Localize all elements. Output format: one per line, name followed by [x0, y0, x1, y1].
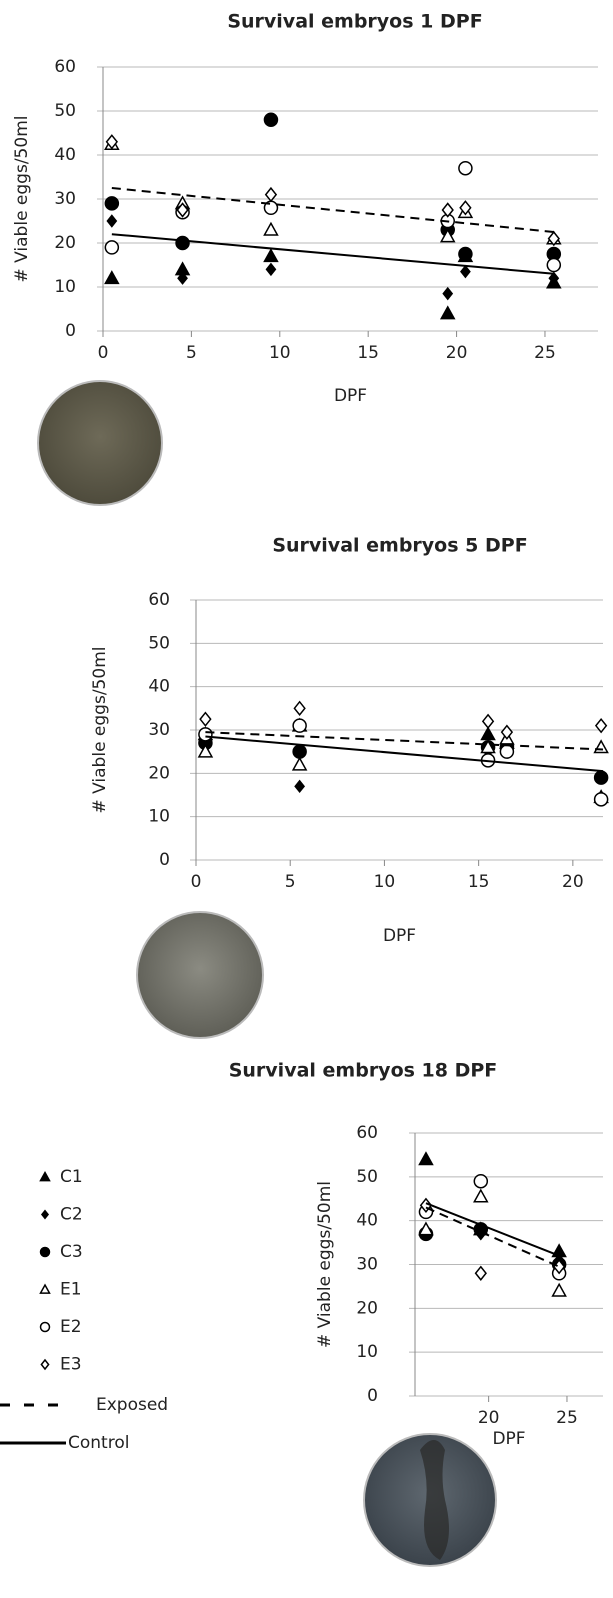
y-axis-label: # Viable eggs/50ml [90, 647, 110, 814]
y-tick-label: 50 [356, 1167, 378, 1187]
y-tick-label: 10 [54, 277, 76, 297]
legend-label: C1 [60, 1167, 83, 1187]
marker-triangle [264, 250, 277, 262]
x-tick-label: 25 [534, 343, 556, 363]
y-tick-label: 20 [356, 1298, 378, 1318]
marker-diamond [461, 266, 470, 277]
marker-circle [176, 237, 189, 250]
x-tick-label: 15 [468, 872, 490, 892]
x-tick-label: 5 [285, 872, 296, 892]
marker-circle [293, 745, 306, 758]
marker-triangle [441, 307, 454, 319]
x-axis-label: DPF [334, 386, 367, 406]
marker-diamond [295, 781, 304, 792]
x-tick-label: 10 [374, 872, 396, 892]
y-tick-label: 60 [148, 590, 170, 610]
marker-circle [500, 745, 513, 758]
marker-circle [293, 719, 306, 732]
legend-label: E1 [60, 1280, 82, 1300]
y-tick-label: 30 [54, 189, 76, 209]
marker-triangle [419, 1153, 432, 1165]
embryo-photo [38, 381, 162, 505]
y-tick-label: 40 [54, 145, 76, 165]
y-tick-label: 10 [356, 1342, 378, 1362]
legend-marker [41, 1248, 50, 1257]
y-tick-label: 30 [148, 720, 170, 740]
y-tick-label: 0 [65, 321, 76, 341]
marker-circle [264, 113, 277, 126]
legend-marker [41, 1173, 50, 1181]
legend-label: Exposed [96, 1395, 168, 1415]
x-tick-label: 10 [269, 343, 291, 363]
marker-triangle [293, 758, 306, 770]
y-tick-label: 20 [54, 233, 76, 253]
marker-circle [199, 728, 212, 741]
legend-label: C3 [60, 1242, 83, 1262]
marker-diamond [267, 264, 276, 275]
marker-circle [595, 793, 608, 806]
marker-diamond [443, 204, 453, 217]
marker-circle [595, 771, 608, 784]
chart-title: Survival embryos 18 DPF [229, 1060, 498, 1082]
marker-circle [474, 1175, 487, 1188]
legend-marker [41, 1360, 48, 1369]
marker-circle [547, 259, 560, 272]
marker-diamond [483, 715, 493, 728]
trend-line [112, 234, 554, 274]
y-tick-label: 40 [148, 677, 170, 697]
legend-label: C2 [60, 1205, 83, 1225]
x-tick-label: 5 [186, 343, 197, 363]
marker-diamond [476, 1267, 486, 1280]
x-tick-label: 20 [446, 343, 468, 363]
trend-line [426, 1203, 559, 1256]
marker-triangle [105, 272, 118, 284]
y-tick-label: 50 [54, 101, 76, 121]
x-tick-label: 25 [556, 1408, 578, 1428]
legend-marker [41, 1285, 50, 1293]
y-axis-label: # Viable eggs/50ml [12, 116, 32, 283]
x-tick-label: 15 [357, 343, 379, 363]
y-tick-label: 50 [148, 633, 170, 653]
marker-circle [459, 162, 472, 175]
legend-label: E2 [60, 1317, 82, 1337]
legend-marker [42, 1211, 48, 1219]
y-axis-label: # Viable eggs/50ml [315, 1181, 335, 1348]
y-tick-label: 30 [356, 1255, 378, 1275]
y-tick-label: 0 [367, 1386, 378, 1406]
x-axis-label: DPF [383, 926, 416, 946]
marker-triangle [264, 223, 277, 235]
y-tick-label: 60 [356, 1123, 378, 1143]
trend-line [426, 1208, 559, 1267]
x-axis-label: DPF [492, 1429, 525, 1449]
legend-label: Control [68, 1433, 129, 1453]
x-tick-label: 20 [562, 872, 584, 892]
marker-circle [459, 248, 472, 261]
embryo-photo [137, 912, 263, 1038]
marker-diamond [443, 288, 452, 299]
y-tick-label: 0 [159, 850, 170, 870]
marker-circle [105, 197, 118, 210]
legend-marker [41, 1323, 50, 1332]
chart-title: Survival embryos 5 DPF [272, 535, 527, 557]
marker-triangle [553, 1284, 566, 1296]
marker-diamond [294, 702, 304, 715]
x-tick-label: 0 [191, 872, 202, 892]
marker-diamond [502, 726, 512, 739]
y-tick-label: 40 [356, 1211, 378, 1231]
legend-label: E3 [60, 1355, 82, 1375]
marker-triangle [474, 1190, 487, 1202]
marker-triangle [595, 741, 608, 753]
x-tick-label: 20 [478, 1408, 500, 1428]
marker-circle [105, 241, 118, 254]
chart-title: Survival embryos 1 DPF [227, 11, 482, 33]
marker-diamond [107, 215, 116, 226]
x-tick-label: 0 [98, 343, 109, 363]
y-tick-label: 20 [148, 763, 170, 783]
marker-diamond [200, 713, 210, 726]
figure: Survival embryos 1 DPF DPF # Viable eggs/5… [0, 0, 613, 1598]
y-tick-label: 60 [54, 57, 76, 77]
y-tick-label: 10 [148, 807, 170, 827]
